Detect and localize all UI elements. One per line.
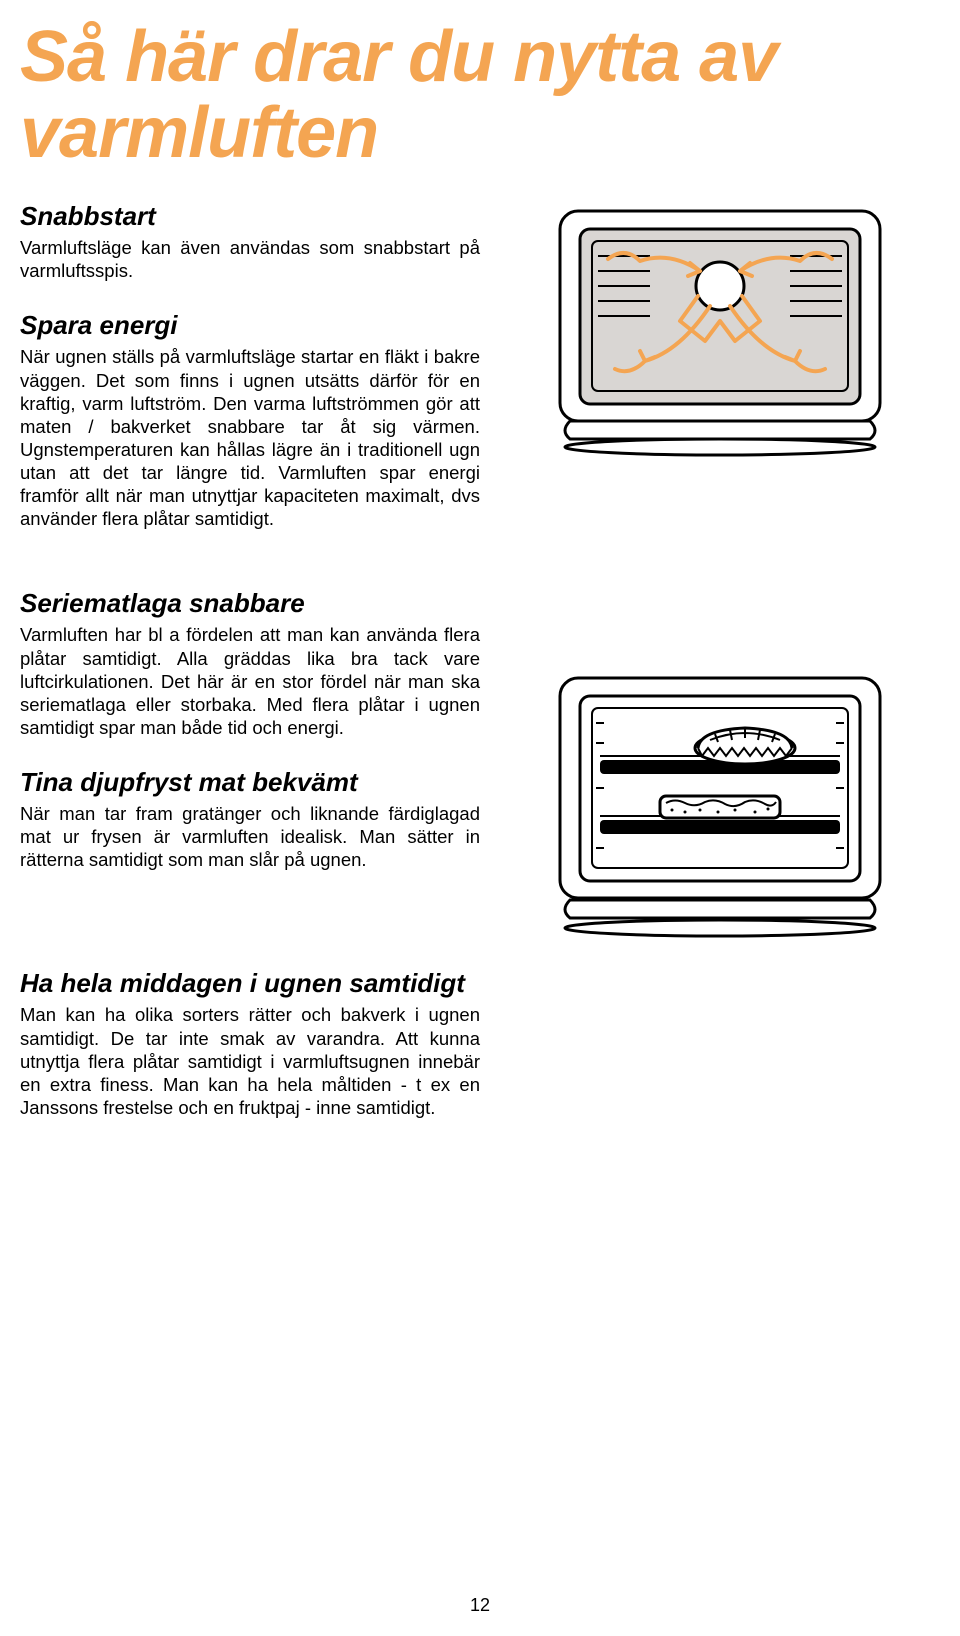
section-body-seriematlaga: Varmluften har bl a fördelen att man kan… bbox=[20, 623, 480, 739]
page-number: 12 bbox=[0, 1595, 960, 1616]
section-heading-spara: Spara energi bbox=[20, 310, 480, 341]
oven-trays-illustration bbox=[550, 668, 890, 948]
section-heading-tina: Tina djupfryst mat bekvämt bbox=[20, 767, 480, 798]
section-heading-seriematlaga: Seriematlaga snabbare bbox=[20, 588, 480, 619]
section-body-tina: När man tar fram gratänger och liknande … bbox=[20, 802, 480, 871]
section-body-middagen: Man kan ha olika sorters rätter och bakv… bbox=[20, 1003, 480, 1119]
page-title: Så här drar du nytta av varmluften bbox=[20, 20, 920, 171]
section-body-snabbstart: Varmluftsläge kan även användas som snab… bbox=[20, 236, 480, 282]
section-heading-middagen: Ha hela middagen i ugnen samtidigt bbox=[20, 968, 480, 999]
oven-airflow-illustration bbox=[550, 201, 890, 461]
section-heading-snabbstart: Snabbstart bbox=[20, 201, 480, 232]
section-body-spara: När ugnen ställs på varmluftsläge starta… bbox=[20, 345, 480, 530]
